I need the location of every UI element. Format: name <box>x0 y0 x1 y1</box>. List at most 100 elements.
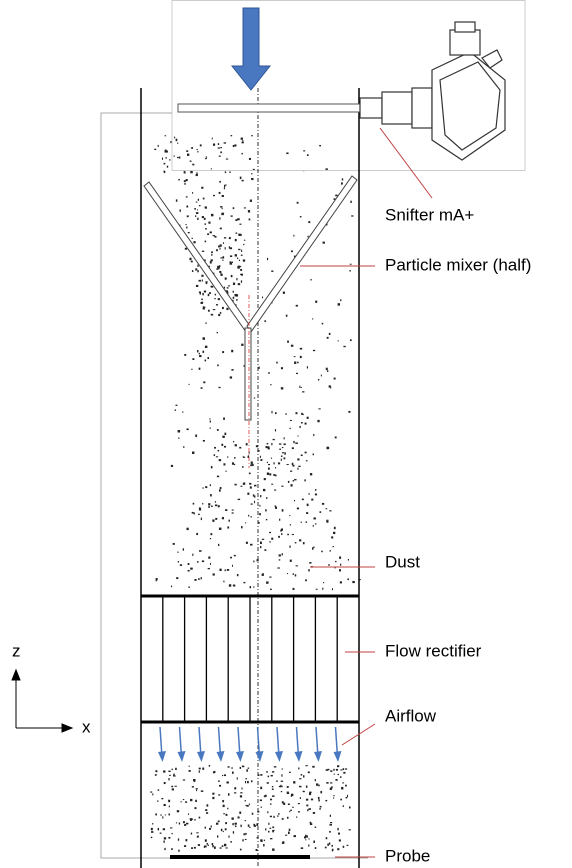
particle <box>218 386 221 389</box>
particle <box>185 839 188 842</box>
particle <box>242 140 244 142</box>
particle <box>340 299 342 302</box>
particle <box>327 768 330 771</box>
particle <box>188 383 190 385</box>
particle <box>272 438 275 441</box>
particle <box>201 298 203 301</box>
particle <box>266 257 269 261</box>
particle <box>281 818 284 820</box>
particle <box>187 563 190 566</box>
particle <box>301 498 304 501</box>
particle <box>297 435 299 437</box>
particle <box>349 270 351 272</box>
particle <box>231 512 234 514</box>
particle <box>214 298 216 300</box>
particle <box>319 511 322 513</box>
particle <box>232 772 234 775</box>
axis-label: z <box>12 641 21 660</box>
particle <box>215 456 219 458</box>
particle <box>185 196 188 198</box>
particle <box>253 586 255 588</box>
particle <box>191 847 194 849</box>
particle <box>302 542 305 545</box>
particle <box>272 795 274 797</box>
particle <box>186 527 189 531</box>
particle <box>296 372 298 375</box>
particle <box>202 502 204 505</box>
particle <box>347 794 349 798</box>
particle <box>234 144 237 147</box>
particle <box>277 567 280 569</box>
particle <box>195 212 199 214</box>
particle <box>192 163 195 166</box>
particle <box>231 564 234 567</box>
particle <box>239 176 242 180</box>
particle <box>202 439 205 442</box>
particle <box>228 835 230 838</box>
particle <box>234 293 237 297</box>
particle <box>339 556 342 559</box>
particle <box>198 279 201 282</box>
particle <box>264 320 267 322</box>
particle <box>271 537 274 540</box>
particle <box>225 822 228 825</box>
particle <box>242 456 246 458</box>
particle <box>208 828 212 830</box>
particle <box>217 835 219 838</box>
particle-mixer <box>143 175 358 421</box>
particle <box>284 452 286 455</box>
particle <box>358 579 361 581</box>
particle <box>221 517 224 520</box>
particle <box>291 793 294 797</box>
particle <box>319 805 322 808</box>
particle <box>309 791 312 794</box>
particle <box>221 195 224 197</box>
particle <box>193 241 196 244</box>
particle <box>174 409 177 411</box>
particle <box>264 549 267 551</box>
particle <box>231 369 234 371</box>
particle <box>231 349 234 353</box>
particle <box>191 511 194 514</box>
particle <box>192 358 195 360</box>
particle <box>195 788 198 790</box>
sensor-rod <box>177 103 363 113</box>
particle <box>261 538 265 540</box>
particle <box>277 815 279 817</box>
particle <box>224 184 226 188</box>
particle <box>251 173 253 175</box>
particle <box>251 135 253 137</box>
particle <box>220 257 223 259</box>
particle <box>329 787 332 791</box>
particle <box>218 780 220 782</box>
particle <box>251 463 254 465</box>
particle <box>253 560 255 563</box>
particle <box>170 140 173 144</box>
particle <box>283 841 285 843</box>
particle <box>200 790 204 792</box>
particle <box>333 797 335 799</box>
particle <box>230 841 233 843</box>
particle <box>206 804 209 807</box>
particle <box>226 307 229 311</box>
particle <box>210 493 212 497</box>
particle <box>255 445 259 448</box>
particle <box>306 804 309 807</box>
particle <box>175 199 178 202</box>
particle <box>267 446 270 449</box>
particle <box>313 546 315 548</box>
particle <box>196 532 199 536</box>
particle <box>169 774 171 776</box>
particle <box>281 509 284 512</box>
particle <box>325 769 329 771</box>
particle <box>334 566 336 569</box>
particle <box>208 221 211 224</box>
particle <box>288 828 291 831</box>
particle <box>270 384 272 386</box>
particle <box>228 246 231 249</box>
particle <box>294 361 297 364</box>
particle <box>290 484 293 487</box>
particle <box>210 825 212 828</box>
particle <box>325 799 328 802</box>
particle <box>254 500 256 504</box>
